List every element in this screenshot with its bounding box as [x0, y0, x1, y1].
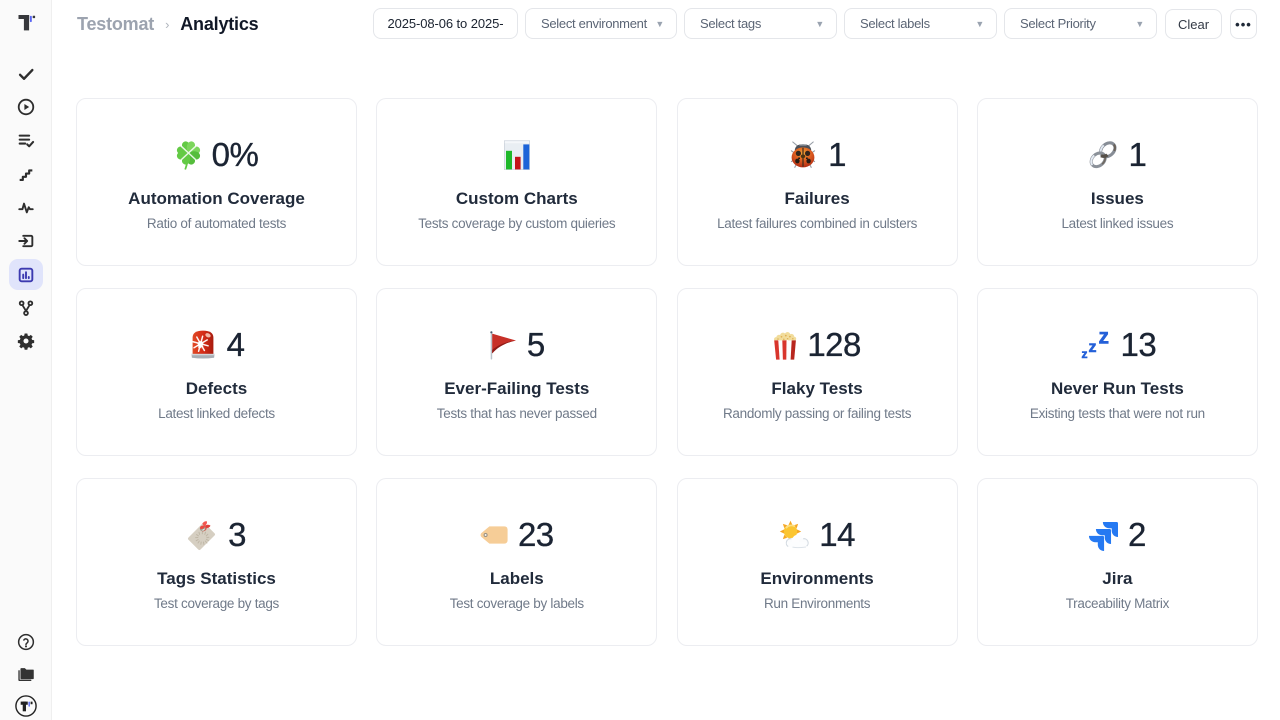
- svg-text:z: z: [1088, 339, 1096, 356]
- svg-text:z: z: [1081, 347, 1087, 359]
- svg-text:z: z: [1098, 329, 1109, 349]
